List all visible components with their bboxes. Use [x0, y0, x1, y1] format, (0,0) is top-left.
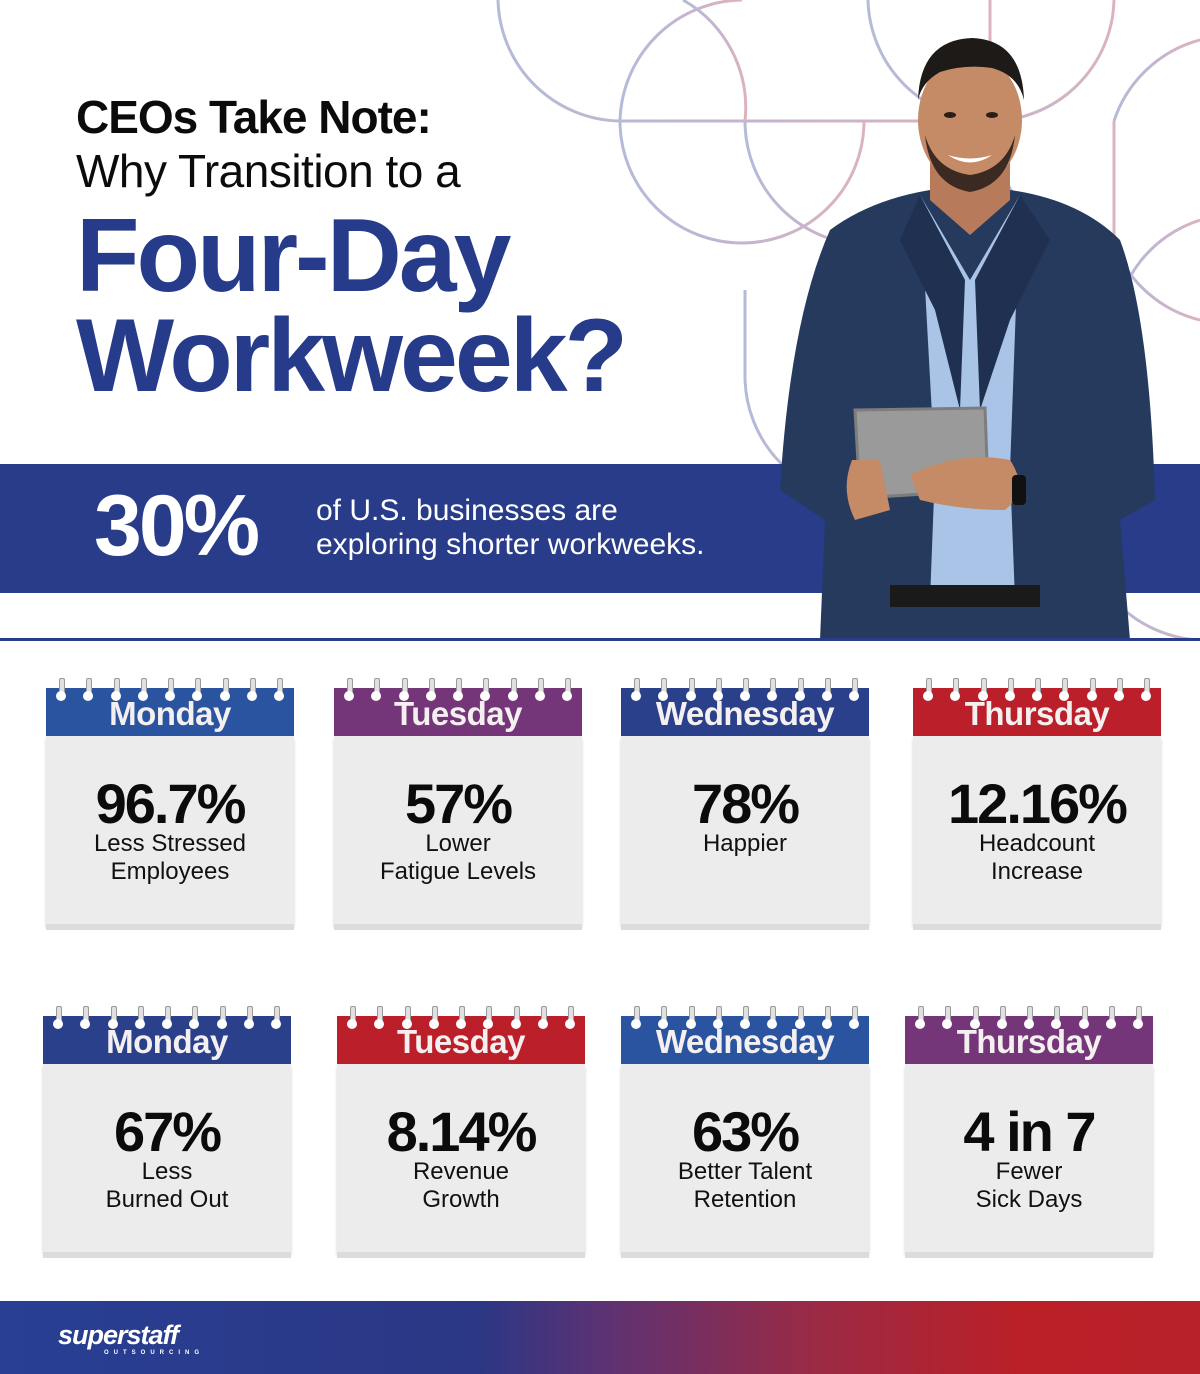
calendar-day: Thursday — [964, 695, 1110, 732]
calendar-card: Monday 67% Less Burned Out — [43, 1006, 291, 1258]
calendar-label: Fewer Sick Days — [905, 1158, 1153, 1214]
calendar-label-line2: Increase — [990, 858, 1084, 885]
stat-text-line1: of U.S. businesses are — [316, 494, 618, 527]
calendar-label: Better Talent Retention — [621, 1158, 869, 1214]
calendar-value: 4 in 7 — [963, 1100, 1096, 1163]
binder-rings-icon — [56, 678, 284, 702]
binder-rings-icon — [347, 1006, 575, 1030]
calendar-paper — [334, 736, 582, 930]
calendar-label-line1: Less Stressed — [93, 830, 247, 857]
calendar-label: Revenue Growth — [337, 1158, 585, 1214]
calendar-label: Headcount Increase — [913, 830, 1161, 886]
title-kicker: CEOs Take Note: — [76, 91, 432, 143]
calendar-label-line1: Less — [141, 1158, 193, 1185]
stat-description: of U.S. businesses are exploring shorter… — [316, 494, 705, 562]
binder-rings-icon — [631, 678, 859, 702]
footer-bar: superstaff OUTSOURCING — [0, 1301, 1200, 1374]
calendar-label-line1: Happier — [702, 830, 788, 857]
calendar-card: Wednesday 63% Better Talent Retention — [621, 1006, 869, 1258]
logo-tagline: OUTSOURCING — [104, 1350, 204, 1356]
binder-rings-icon — [53, 1006, 281, 1030]
binder-rings-icon — [915, 1006, 1143, 1030]
calendar-label-line2: Employees — [110, 858, 230, 885]
title-subtitle: Why Transition to a — [76, 145, 461, 197]
calendar-card: Tuesday 8.14% Revenue Growth — [337, 1006, 585, 1258]
calendar-label-line1: Revenue — [412, 1158, 510, 1185]
title-main-line2: Workweek? — [76, 298, 628, 414]
calendar-day: Monday — [109, 695, 231, 732]
calendar-value: 96.7% — [95, 772, 247, 835]
calendar-value: 8.14% — [386, 1100, 538, 1163]
calendar-day: Tuesday — [394, 695, 522, 732]
title-block: CEOs Take Note: Why Transition to a Four… — [76, 90, 628, 414]
calendar-label-line2: Growth — [422, 1186, 500, 1213]
calendar-label-line1: Lower — [425, 830, 491, 857]
calendar-day: Wednesday — [655, 1023, 835, 1060]
calendar-label-line2: Burned Out — [105, 1186, 229, 1213]
binder-rings-icon — [344, 678, 572, 702]
calendar-label-line2: Fatigue Levels — [379, 858, 537, 885]
calendar-label: Less Burned Out — [43, 1158, 291, 1214]
calendar-label-line1: Fewer — [995, 1158, 1063, 1185]
calendar-label: Less Stressed Employees — [46, 830, 294, 886]
calendar-label: Happier — [621, 830, 869, 858]
calendar-day: Tuesday — [397, 1023, 525, 1060]
calendar-paper — [43, 1064, 291, 1258]
calendar-label-line1: Headcount — [978, 830, 1096, 857]
calendar-card: Monday 96.7% Less Stressed Employees — [46, 678, 294, 930]
binder-rings-icon — [923, 678, 1151, 702]
calendar-paper — [905, 1064, 1153, 1258]
calendar-day: Thursday — [956, 1023, 1102, 1060]
calendar-paper — [621, 736, 869, 930]
title-main-line1: Four-Day — [76, 198, 511, 314]
calendar-paper — [621, 1064, 869, 1258]
calendar-card: Thursday 12.16% Headcount Increase — [913, 678, 1161, 930]
calendar-paper — [337, 1064, 585, 1258]
calendar-value: 67% — [113, 1100, 222, 1163]
superstaff-logo: superstaff OUTSOURCING — [58, 1321, 204, 1357]
calendar-value: 12.16% — [948, 772, 1128, 835]
calendar-paper — [46, 736, 294, 930]
calendar-value: 78% — [691, 772, 800, 835]
calendar-day: Wednesday — [655, 695, 835, 732]
logo-wordmark: superstaff — [58, 1320, 179, 1350]
calendar-card: Thursday 4 in 7 Fewer Sick Days — [905, 1006, 1153, 1258]
calendar-value: 63% — [691, 1100, 800, 1163]
section-divider — [0, 638, 1200, 641]
businessman-photo — [780, 38, 1155, 640]
calendar-label-line2: Retention — [693, 1186, 797, 1213]
calendar-label-line1: Better Talent — [677, 1158, 813, 1185]
calendar-day: Monday — [106, 1023, 228, 1060]
stat-text-line2: exploring shorter workweeks. — [316, 528, 705, 561]
calendar-card: Wednesday 78% Happier — [621, 678, 869, 930]
stat-value: 30% — [94, 478, 260, 574]
calendar-paper — [913, 736, 1161, 930]
calendar-label: Lower Fatigue Levels — [334, 830, 582, 886]
calendar-label-line2: Sick Days — [975, 1186, 1083, 1213]
binder-rings-icon — [631, 1006, 859, 1030]
calendar-card: Tuesday 57% Lower Fatigue Levels — [334, 678, 582, 930]
calendar-value: 57% — [404, 772, 513, 835]
